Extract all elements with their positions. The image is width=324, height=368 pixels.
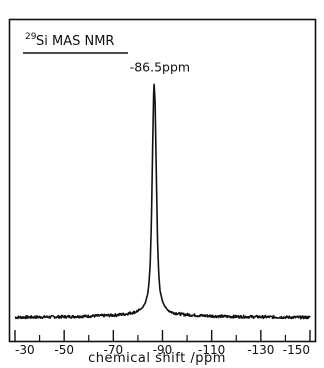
x-tick-label: -50 <box>54 343 74 357</box>
peak-annotation: -86.5ppm <box>130 59 190 74</box>
x-tick-label: -130 <box>247 343 274 357</box>
x-tick-label: -110 <box>198 343 225 357</box>
chart-title: Si MAS NMR <box>36 34 114 49</box>
x-axis-ticks: -30 -50 -70 -90 -110 -130 -150 <box>14 330 311 357</box>
x-axis-label: chemical shift /ppm <box>88 351 226 366</box>
x-tick-label: -150 <box>283 343 310 357</box>
spectrum-line <box>14 83 311 320</box>
x-tick-label: -30 <box>15 343 35 357</box>
title-superscript: 29 <box>25 32 37 42</box>
x-tick-label: -70 <box>104 343 124 357</box>
plot-frame <box>8 18 317 343</box>
x-tick-label: -90 <box>153 343 173 357</box>
